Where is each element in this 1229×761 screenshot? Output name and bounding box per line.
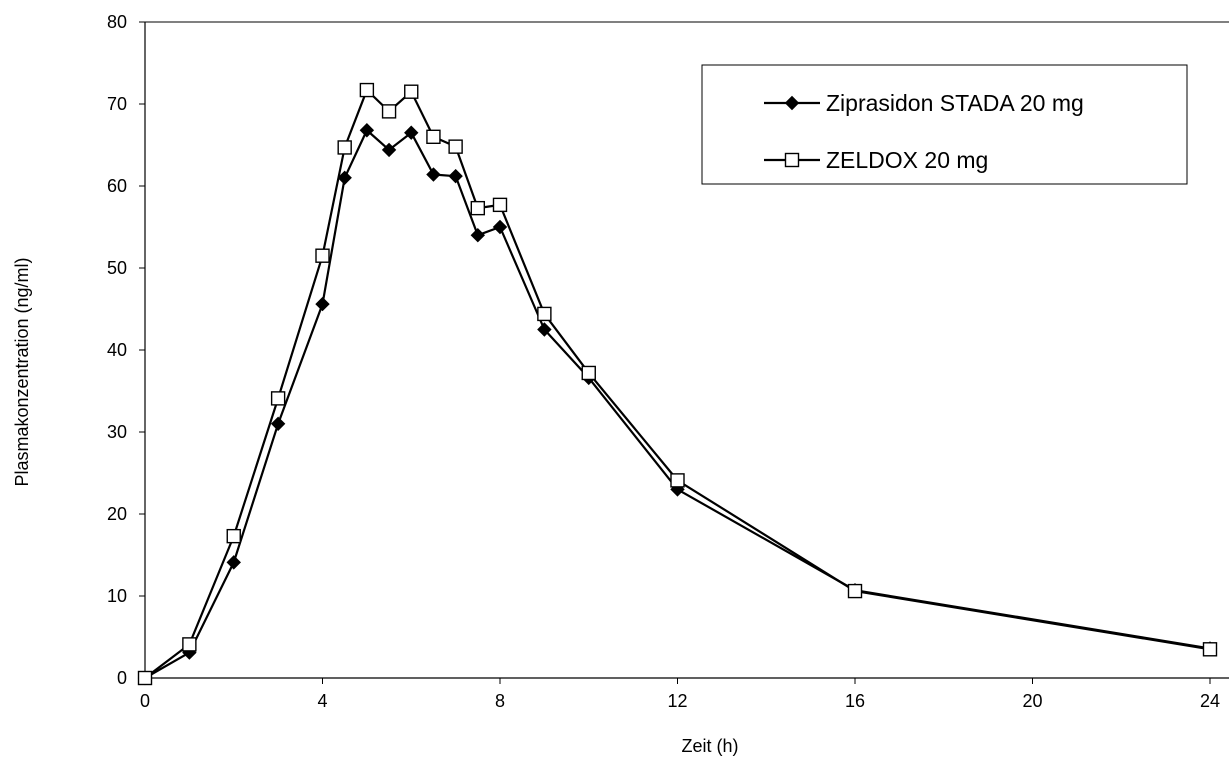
legend: Ziprasidon STADA 20 mg ZELDOX 20 mg [701, 64, 1188, 185]
data-point [470, 227, 486, 243]
legend-box [701, 64, 1188, 185]
data-point [492, 219, 508, 235]
data-point [226, 528, 241, 544]
y-tick-label: 30 [107, 422, 127, 442]
series-1 [144, 129, 1211, 679]
legend-item: ZELDOX 20 mg [764, 147, 988, 173]
series-line [144, 129, 1211, 679]
x-tick-label: 8 [495, 691, 505, 711]
data-point [492, 197, 508, 213]
series-line [144, 88, 1211, 679]
x-tick-label: 4 [317, 691, 327, 711]
data-point [426, 129, 441, 145]
data-point [381, 104, 397, 119]
legend-label: Ziprasidon STADA 20 mg [826, 90, 1084, 116]
data-point [359, 123, 375, 138]
y-axis-title: Plasmakonzentration (ng/ml) [12, 257, 32, 486]
y-tick-label: 80 [107, 12, 127, 32]
y-ticks: 0 10 20 30 40 50 60 70 80 [107, 12, 145, 688]
x-tick-label: 16 [845, 691, 865, 711]
data-point [448, 168, 463, 184]
data-point [137, 670, 153, 686]
data-point [270, 391, 286, 406]
x-tick-label: 24 [1200, 691, 1220, 711]
x-axis-title: Zeit (h) [681, 736, 738, 756]
series-layer [137, 82, 1218, 686]
x-ticks: 0 4 8 12 16 20 24 [140, 678, 1220, 711]
data-point [270, 416, 286, 432]
data-point [426, 167, 441, 182]
y-tick-label: 20 [107, 504, 127, 524]
legend-marker [784, 95, 800, 111]
y-tick-label: 60 [107, 176, 127, 196]
data-point [537, 322, 552, 337]
series-2 [144, 88, 1211, 679]
data-point [359, 82, 375, 98]
series-1-markers [137, 123, 1218, 686]
y-tick-label: 70 [107, 94, 127, 114]
y-tick-label: 50 [107, 258, 127, 278]
data-point [404, 125, 419, 140]
data-point [1202, 642, 1218, 657]
x-tick-label: 12 [667, 691, 687, 711]
data-point [470, 200, 486, 216]
data-point [337, 170, 352, 186]
data-point [581, 365, 596, 381]
data-point [670, 473, 685, 488]
data-point [537, 306, 552, 322]
x-tick-label: 20 [1022, 691, 1042, 711]
data-point [847, 583, 863, 599]
data-point [404, 84, 419, 99]
legend-marker [784, 152, 800, 168]
data-point [315, 248, 330, 263]
data-point [226, 555, 241, 570]
data-point [182, 637, 197, 652]
data-point [448, 139, 463, 154]
legend-items: Ziprasidon STADA 20 mg ZELDOX 20 mg [764, 90, 1084, 173]
legend-item: Ziprasidon STADA 20 mg [764, 90, 1084, 116]
data-point [381, 142, 397, 158]
x-tick-label: 0 [140, 691, 150, 711]
data-point [315, 296, 330, 312]
y-tick-label: 40 [107, 340, 127, 360]
data-point [337, 140, 352, 155]
y-tick-label: 0 [117, 668, 127, 688]
y-tick-label: 10 [107, 586, 127, 606]
legend-label: ZELDOX 20 mg [826, 147, 988, 173]
series-2-markers [137, 82, 1218, 686]
